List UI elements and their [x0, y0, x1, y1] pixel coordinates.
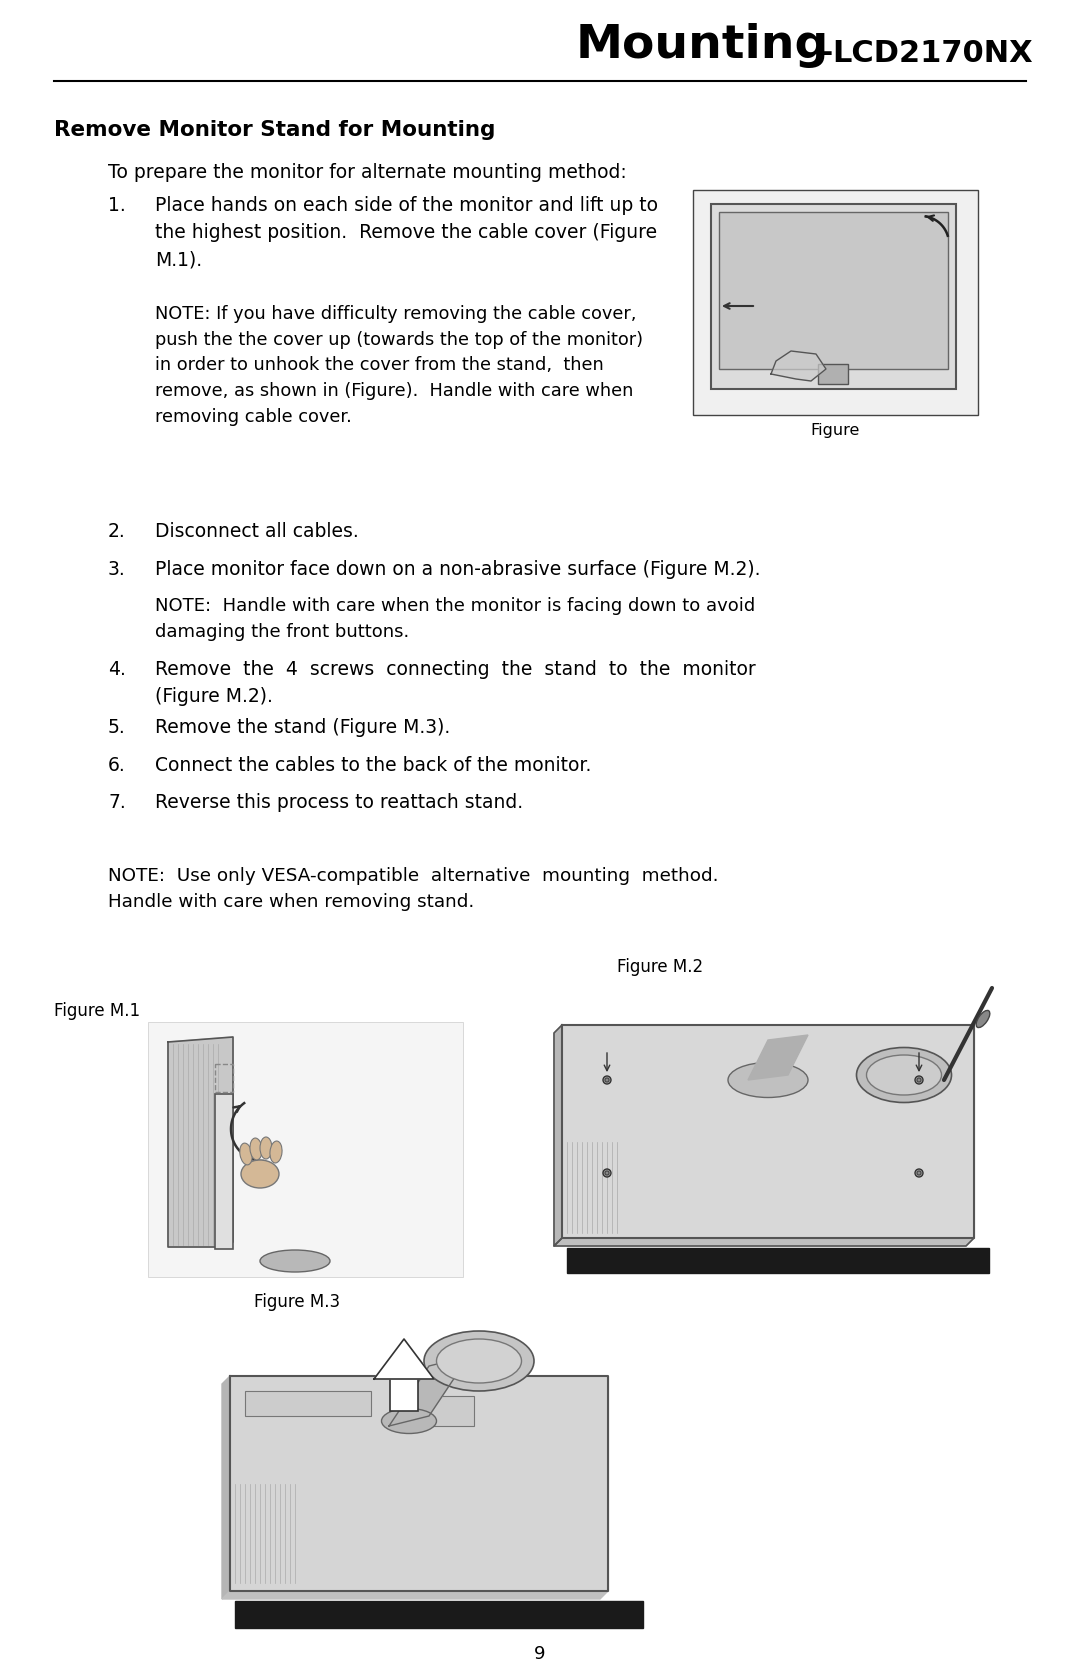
- Bar: [429, 1395, 474, 1425]
- Bar: [215, 1093, 233, 1248]
- Bar: [390, 1375, 418, 1410]
- Ellipse shape: [270, 1142, 282, 1163]
- Ellipse shape: [260, 1250, 330, 1272]
- Text: 1.: 1.: [108, 195, 125, 215]
- Text: 5.: 5.: [108, 718, 125, 738]
- Ellipse shape: [241, 1160, 279, 1188]
- Polygon shape: [374, 1339, 434, 1379]
- Text: Disconnect all cables.: Disconnect all cables.: [156, 522, 359, 541]
- Polygon shape: [562, 1025, 974, 1238]
- Text: 4.: 4.: [108, 659, 126, 679]
- Bar: [693, 190, 978, 416]
- Text: Mounting: Mounting: [576, 23, 829, 68]
- Ellipse shape: [381, 1409, 436, 1434]
- Ellipse shape: [866, 1055, 942, 1095]
- Text: Remove Monitor Stand for Mounting: Remove Monitor Stand for Mounting: [54, 120, 496, 140]
- Text: To prepare the monitor for alternate mounting method:: To prepare the monitor for alternate mou…: [108, 164, 626, 182]
- Circle shape: [603, 1168, 611, 1177]
- Ellipse shape: [856, 1048, 951, 1103]
- Polygon shape: [222, 1591, 608, 1599]
- Bar: [148, 1021, 463, 1277]
- Circle shape: [605, 1172, 609, 1175]
- Text: Remove  the  4  screws  connecting  the  stand  to  the  monitor
(Figure M.2).: Remove the 4 screws connecting the stand…: [156, 659, 756, 706]
- Polygon shape: [235, 1601, 643, 1627]
- Circle shape: [917, 1172, 921, 1175]
- Text: Connect the cables to the back of the monitor.: Connect the cables to the back of the mo…: [156, 756, 592, 774]
- Text: NOTE:  Use only VESA-compatible  alternative  mounting  method.
Handle with care: NOTE: Use only VESA-compatible alternati…: [108, 866, 718, 911]
- Bar: [245, 1390, 372, 1415]
- Ellipse shape: [249, 1138, 262, 1160]
- Polygon shape: [554, 1025, 562, 1247]
- Polygon shape: [771, 350, 826, 381]
- Polygon shape: [554, 1238, 974, 1247]
- Ellipse shape: [424, 1330, 534, 1390]
- Text: -: -: [810, 38, 843, 68]
- Circle shape: [917, 1078, 921, 1082]
- Ellipse shape: [728, 1063, 808, 1098]
- Bar: [719, 212, 948, 369]
- Text: Place hands on each side of the monitor and lift up to
the highest position.  Re: Place hands on each side of the monitor …: [156, 195, 658, 269]
- Text: 2.: 2.: [108, 522, 125, 541]
- Text: LCD2170NX: LCD2170NX: [832, 38, 1032, 68]
- Circle shape: [915, 1168, 923, 1177]
- Circle shape: [915, 1077, 923, 1083]
- Ellipse shape: [240, 1143, 253, 1165]
- Text: Figure: Figure: [810, 422, 860, 437]
- Bar: [542, 980, 1004, 1278]
- Polygon shape: [168, 1036, 233, 1247]
- Text: Figure M.2: Figure M.2: [617, 958, 703, 976]
- Text: Place monitor face down on a non-abrasive surface (Figure M.2).: Place monitor face down on a non-abrasiv…: [156, 561, 760, 579]
- Text: Figure M.3: Figure M.3: [254, 1293, 340, 1312]
- Ellipse shape: [436, 1339, 522, 1384]
- Polygon shape: [389, 1355, 469, 1425]
- Ellipse shape: [976, 1010, 989, 1028]
- Text: Reverse this process to reattach stand.: Reverse this process to reattach stand.: [156, 793, 523, 813]
- Text: Figure M.1: Figure M.1: [54, 1001, 140, 1020]
- Polygon shape: [748, 1035, 808, 1080]
- Bar: [711, 204, 956, 389]
- Circle shape: [605, 1078, 609, 1082]
- Text: 6.: 6.: [108, 756, 125, 774]
- Text: 3.: 3.: [108, 561, 125, 579]
- Polygon shape: [567, 1248, 989, 1273]
- Text: NOTE: If you have difficulty removing the cable cover,
push the the cover up (to: NOTE: If you have difficulty removing th…: [156, 305, 643, 426]
- Bar: [818, 364, 848, 384]
- Bar: [205, 1315, 663, 1636]
- Text: Remove the stand (Figure M.3).: Remove the stand (Figure M.3).: [156, 718, 450, 738]
- Polygon shape: [222, 1375, 230, 1599]
- Circle shape: [603, 1077, 611, 1083]
- Text: 9: 9: [535, 1646, 545, 1662]
- Polygon shape: [230, 1375, 608, 1591]
- Bar: [215, 1065, 233, 1092]
- Ellipse shape: [260, 1137, 272, 1158]
- Text: NOTE:  Handle with care when the monitor is facing down to avoid
damaging the fr: NOTE: Handle with care when the monitor …: [156, 598, 755, 641]
- Text: 7.: 7.: [108, 793, 125, 813]
